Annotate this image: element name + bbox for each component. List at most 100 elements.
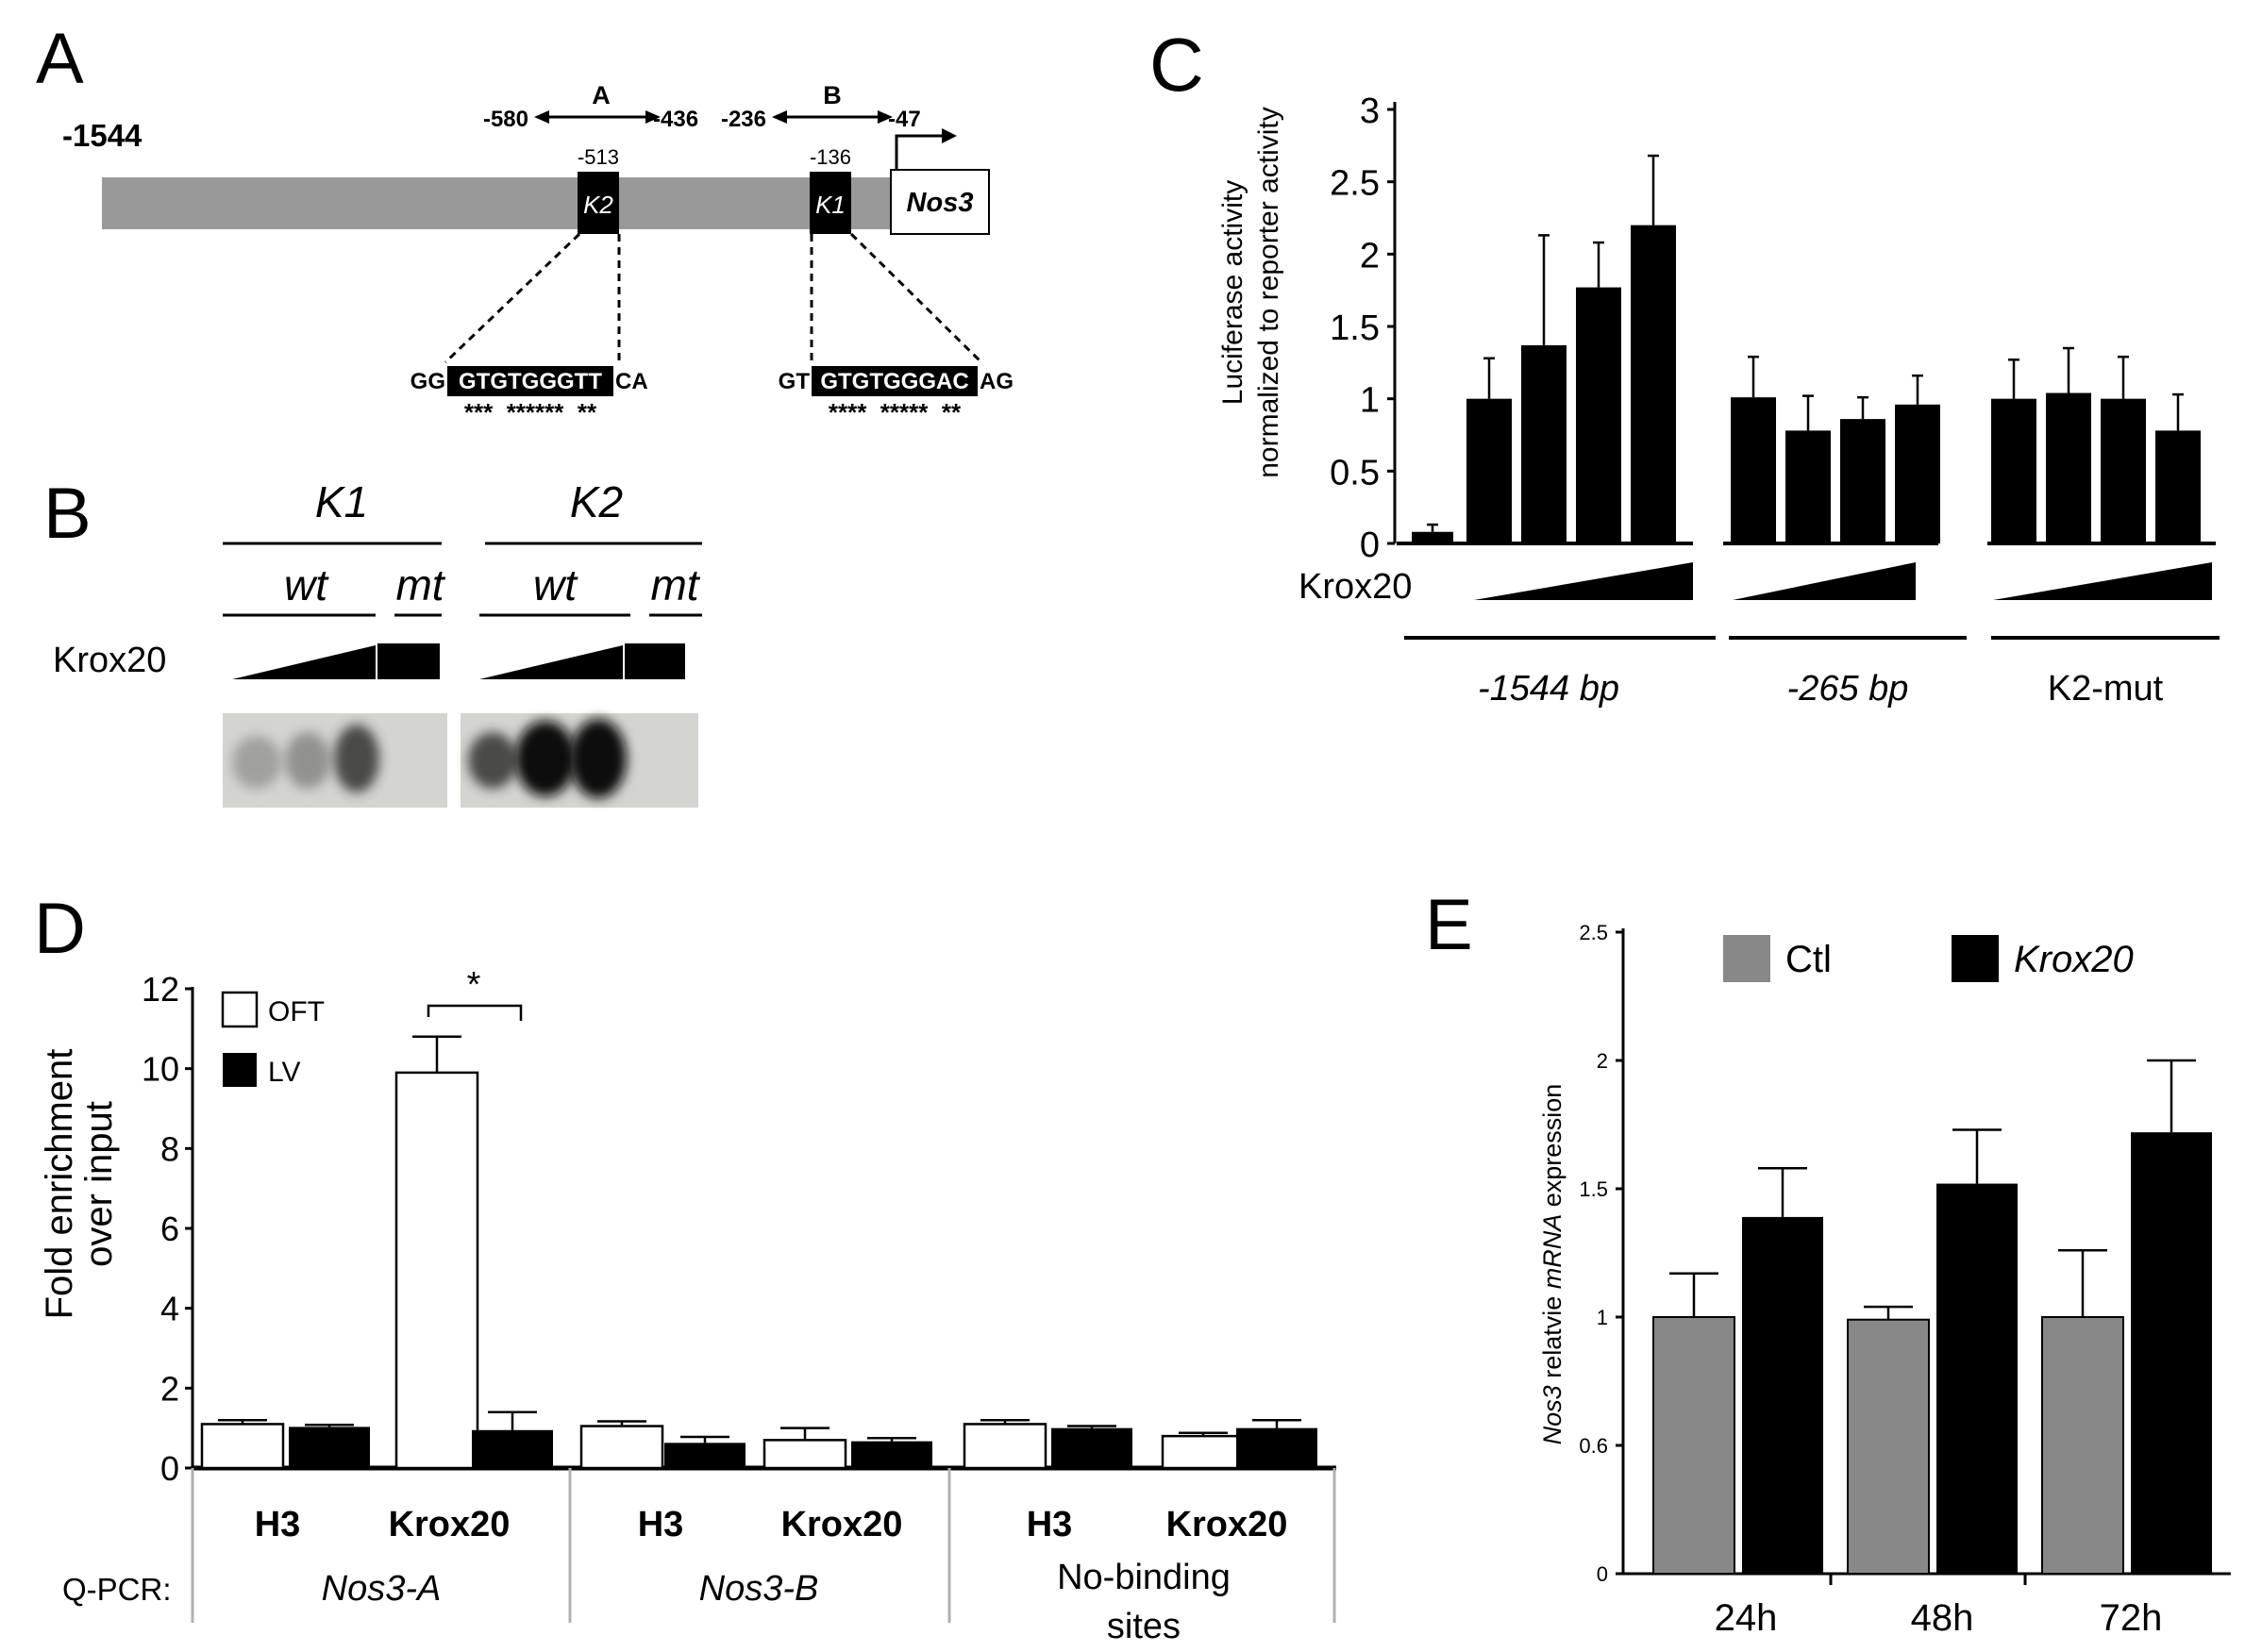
d-group-dividers [191,1468,1336,1623]
seq-k1-conservation: **** ***** ** [829,398,962,426]
e-legend-ctl-label: Ctl [1785,939,1832,980]
region-b-arrow [772,110,893,124]
c-bar [1631,225,1676,543]
e-bar-krox20 [1936,1183,2018,1574]
e-legend-krox20-label: Krox20 [2014,939,2134,980]
k2-krox-gradient [479,645,623,679]
c-group-labels: -1544 bp -265 bp K2-mut [1404,636,2220,709]
d-bar-lv [472,1429,553,1468]
c-bars [1397,154,2216,545]
e-ytick-label: 1.5 [1579,1177,1608,1201]
k1-site-label: K1 [815,191,846,219]
k1-krox-gradient [232,645,376,679]
region-a-arrow [534,110,661,124]
panel-b-krox20-label: Krox20 [53,641,166,680]
d-ytick-label: 12 [142,970,179,1009]
e-bar-krox20 [2131,1132,2212,1574]
k1-mt-label: mt [395,560,445,609]
d-bar-oft [579,1425,664,1470]
e-bar-krox20 [1742,1216,1823,1574]
k1-mt-krox-bar [377,643,440,679]
d-category-label: Krox20 [781,1505,903,1544]
e-ytick-label: 0 [1597,1562,1608,1586]
d-group-nos3b: Nos3-B [699,1569,819,1609]
c-bar [1731,397,1776,543]
seq-k1-core: GTGTGGGAC [820,369,968,394]
d-significance-bracket [427,1004,523,1021]
k2-mt-label: mt [650,560,700,609]
e-legend-ctl-swatch [1723,935,1770,982]
d-group-nobinding-line2: sites [1107,1607,1181,1646]
panel-b: B K1 K2 wt mt wt mt Krox20 [43,474,702,808]
d-ytick-label: 0 [160,1449,179,1488]
d-bar-lv [851,1441,932,1468]
e-ylabel: Nos3 relatvie mRNA expression [1538,1084,1567,1445]
c-bar [2155,430,2201,543]
c-group-label: -1544 bp [1478,669,1619,709]
e-y-ticks: 0 0.6 1 1.5 2 2.5 [1579,921,1623,1586]
d-legend-lv-label: LV [268,1057,300,1088]
seq-k2-core: GTGTGGGTT [459,369,602,394]
k1-title: K1 [315,477,368,526]
d-bar-lv [1236,1427,1317,1468]
d-bars [200,1035,1317,1470]
k2-zoom-lines [444,232,621,364]
d-category-label: H3 [638,1505,684,1544]
e-legend-krox20-swatch [1952,935,1999,982]
d-ytick-label: 6 [160,1210,179,1248]
d-ytick-label: 10 [142,1050,179,1089]
e-bar-ctl [1652,1316,1735,1575]
nos3-gene-box [890,169,990,235]
e-bar-ctl [1847,1318,1930,1575]
c-ylabel-line1: Luciferase activity [1217,180,1248,405]
e-bars [1652,1059,2212,1575]
c-bar [1521,344,1567,543]
d-bar-lv [1051,1427,1132,1468]
d-category-label: H3 [255,1505,301,1544]
panel-c-letter: C [1149,23,1204,107]
d-significance-star: * [467,965,481,1005]
e-category-label: 24h [1715,1597,1778,1639]
region-b-right: -47 [888,107,921,132]
k2-mt-krox-bar [625,643,685,679]
region-b-left: -236 [721,107,766,132]
c-bar [1991,398,2036,543]
c-bar [1466,398,1512,543]
e-ytick-label: 2 [1597,1049,1608,1073]
c-ylabel-line2: normalized to reporter activity [1253,107,1284,478]
tss-arrow [895,128,957,184]
e-bar-ctl [2041,1316,2124,1575]
region-a-name: A [592,81,611,109]
c-krox20-label: Krox20 [1299,567,1412,607]
panel-d: D Fold enrichment over input 0 2 4 6 8 10 12 O… [34,889,1336,1646]
c-ytick-label: 1.5 [1330,309,1380,348]
d-group-nos3a: Nos3-A [322,1569,442,1609]
emsa-gel-k2 [461,713,698,808]
d-ytick-label: 4 [160,1290,179,1328]
seq-k2-prefix: GG [411,369,445,394]
d-bar-oft [394,1071,479,1470]
d-ytick-label: 8 [160,1129,179,1168]
c-ytick-label: 1 [1360,381,1380,421]
k2-site-box [578,172,619,234]
d-legend-oft-label: OFT [268,996,325,1027]
c-krox-gradient [1993,562,2212,600]
c-bar [1895,404,1940,543]
c-group-label: K2-mut [2048,669,2164,709]
c-bar [2046,392,2091,543]
e-ytick-label: 2.5 [1579,921,1608,944]
panel-e-letter: E [1425,885,1473,965]
d-qpcr-label: Q-PCR: [62,1572,172,1607]
emsa-gel-k1 [223,713,447,808]
d-category-label: Krox20 [389,1505,511,1544]
panel-a: A -1544 A -580 -436 B -236 -47 -513 -136… [36,19,1014,426]
d-ylabel-line1: Fold enrichment [39,1049,80,1320]
e-ytick-label: 0.6 [1579,1434,1608,1458]
region-b-name: B [823,81,842,109]
panel-d-letter: D [34,889,86,969]
c-ytick-label: 0 [1360,526,1380,565]
k1-zoom-lines [810,232,983,364]
c-bar [2101,398,2146,543]
d-category-labels: H3 Krox20 H3 Krox20 H3 Krox20 [255,1505,1288,1544]
